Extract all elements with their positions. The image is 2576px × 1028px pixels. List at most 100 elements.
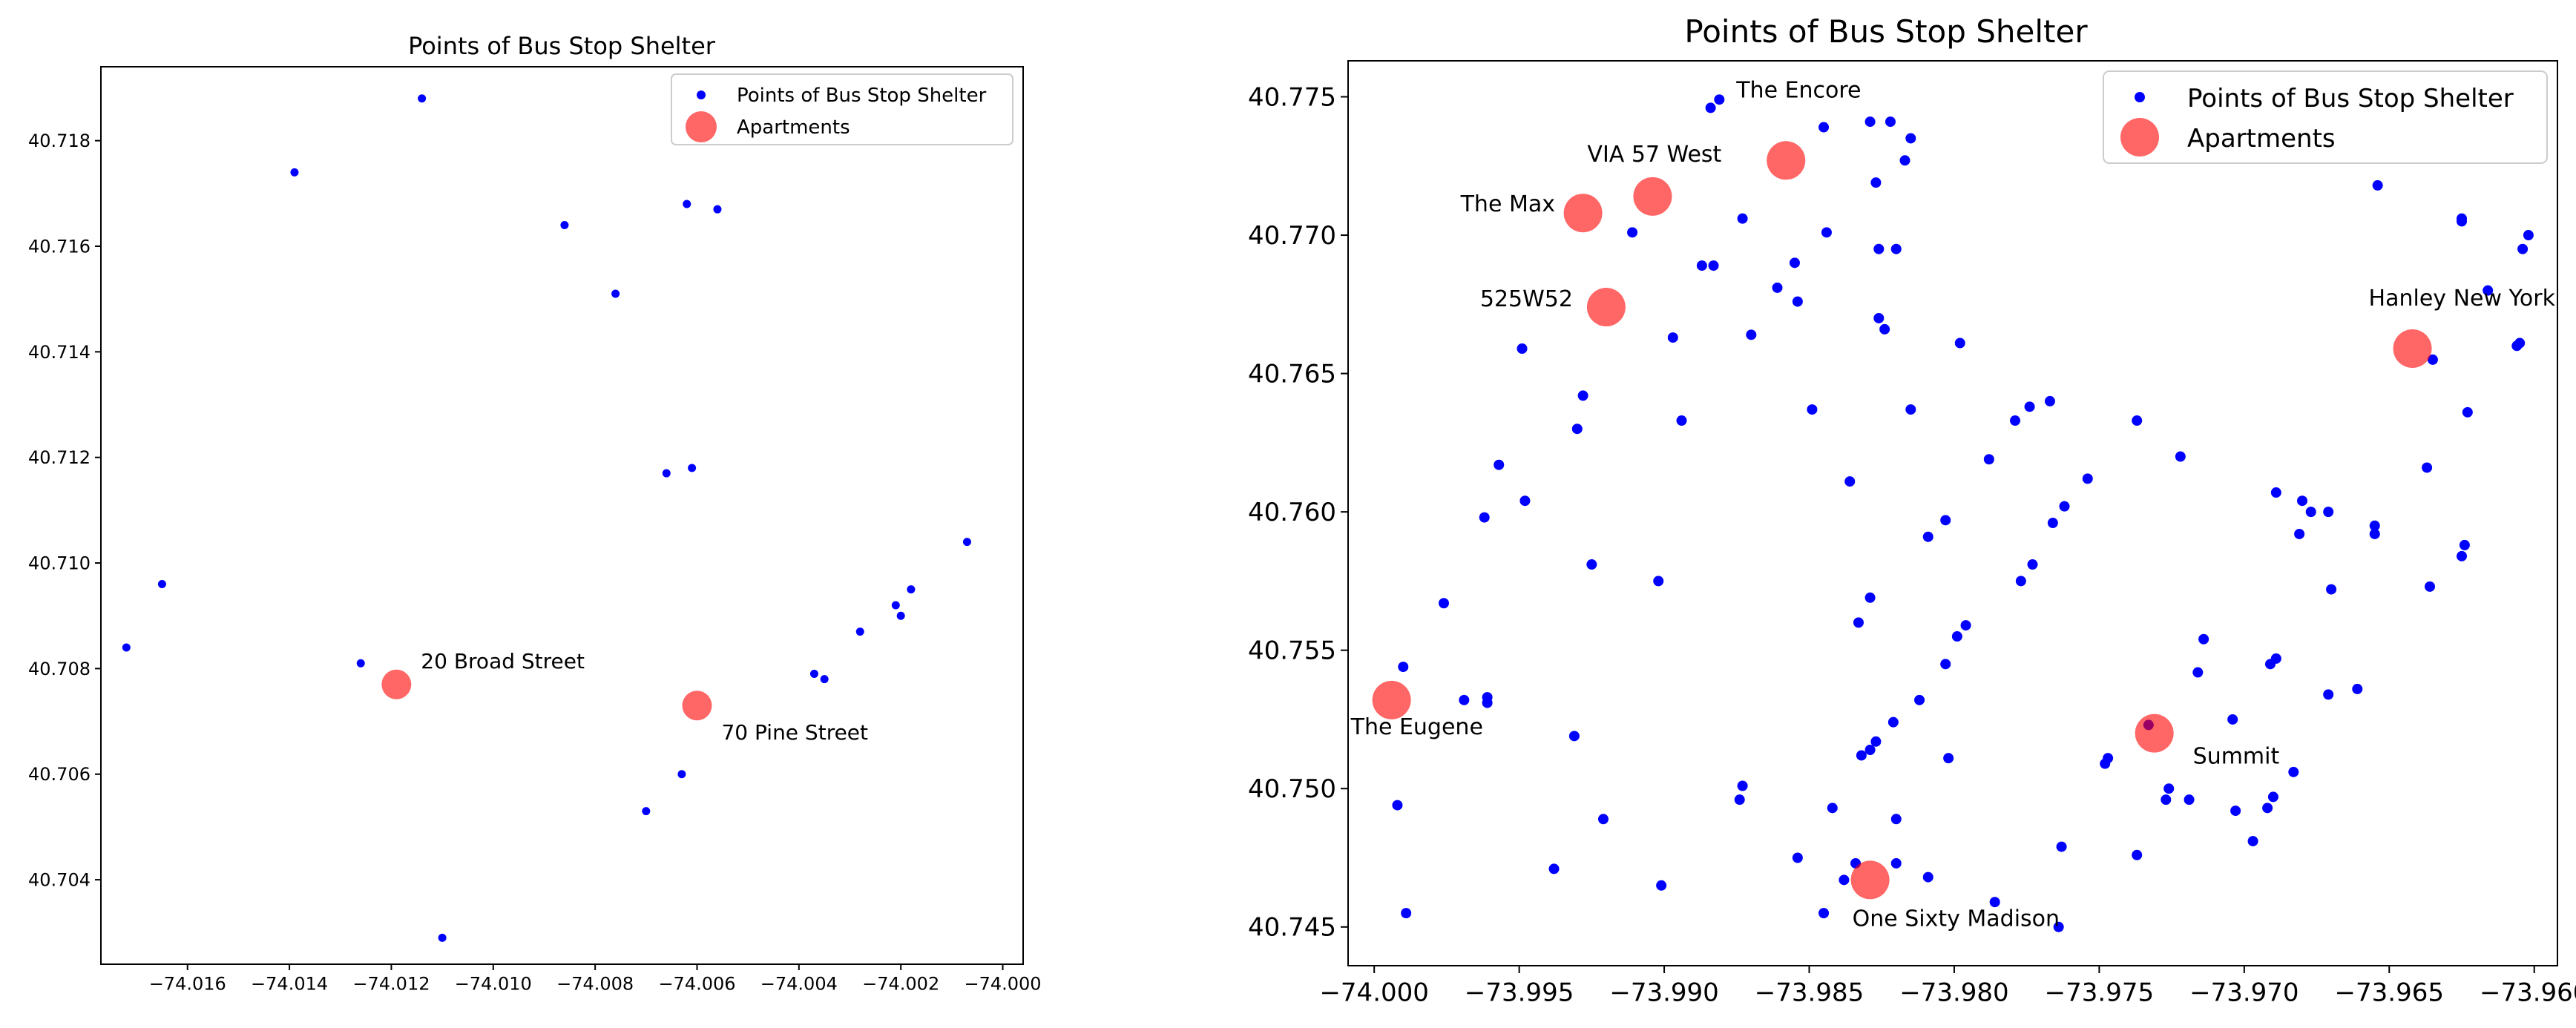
left-y-tick-label: 40.712 bbox=[28, 447, 91, 468]
right-shelter-point bbox=[1494, 459, 1505, 470]
left-points-layer: 20 Broad Street 70 Pine Street bbox=[122, 94, 971, 942]
right-x-tick-label: −73.960 bbox=[2480, 978, 2576, 1007]
left-legend: Points of Bus Stop Shelter Apartments bbox=[671, 73, 1013, 145]
left-legend-box bbox=[671, 73, 1013, 145]
right-shelter-point bbox=[2372, 179, 2383, 191]
right-shelter-point bbox=[2198, 633, 2209, 645]
left-apartment-label: 70 Pine Street bbox=[721, 720, 868, 745]
right-apartment-label: One Sixty Madison bbox=[1853, 906, 2060, 932]
right-shelter-point bbox=[2132, 849, 2143, 860]
right-shelter-point bbox=[1890, 857, 1902, 869]
right-shelter-point bbox=[2262, 803, 2273, 814]
left-x-tick-label: −74.008 bbox=[556, 973, 634, 994]
right-apartment-label: VIA 57 West bbox=[1587, 142, 1721, 168]
right-shelter-point bbox=[1586, 559, 1597, 570]
left-shelter-point bbox=[611, 289, 620, 298]
right-y-tick-label: 40.745 bbox=[1248, 913, 1336, 943]
right-apartment-point bbox=[1372, 680, 1411, 719]
right-shelter-point bbox=[2132, 415, 2143, 426]
right-shelter-point bbox=[2305, 507, 2316, 518]
right-shelter-point bbox=[1864, 744, 1876, 755]
right-shelter-point bbox=[2369, 520, 2380, 531]
left-shelter-point bbox=[642, 807, 651, 816]
right-shelter-point bbox=[1482, 697, 1493, 708]
right-shelter-point bbox=[1401, 908, 1412, 919]
right-shelter-point bbox=[1853, 617, 1864, 628]
right-shelter-point bbox=[2457, 216, 2468, 227]
right-apartment-point bbox=[1633, 177, 1672, 216]
right-y-tick-label: 40.760 bbox=[1248, 498, 1336, 527]
right-shelter-point bbox=[1818, 908, 1830, 919]
left-legend-label-apartments: Apartments bbox=[737, 116, 850, 139]
left-shelter-point bbox=[809, 670, 818, 679]
right-legend-label-apartments: Apartments bbox=[2187, 124, 2336, 154]
right-y-tick-label: 40.775 bbox=[1248, 82, 1336, 112]
right-shelter-point bbox=[1873, 243, 1885, 254]
right-shelter-point bbox=[2175, 451, 2186, 462]
right-legend-marker-apartments bbox=[2120, 118, 2159, 156]
right-shelter-point bbox=[2027, 559, 2038, 570]
left-shelter-point bbox=[713, 205, 722, 214]
left-x-tick-label: −74.002 bbox=[862, 973, 939, 994]
right-x-tick-label: −73.975 bbox=[2045, 978, 2154, 1007]
left-shelter-point bbox=[855, 627, 864, 636]
right-shelter-point bbox=[1856, 750, 1867, 761]
right-apartment-point bbox=[2135, 714, 2174, 753]
right-shelter-point bbox=[1943, 753, 1954, 764]
right-shelter-point bbox=[1577, 390, 1588, 401]
left-shelter-point bbox=[290, 168, 299, 177]
left-x-tick-label: −74.016 bbox=[149, 973, 226, 994]
left-apartment-label: 20 Broad Street bbox=[421, 649, 585, 673]
right-shelter-point bbox=[2427, 354, 2438, 365]
right-shelter-point bbox=[1676, 415, 1687, 426]
right-shelter-point bbox=[1960, 620, 1971, 631]
right-shelter-point bbox=[1656, 880, 1667, 891]
right-shelter-point bbox=[1708, 260, 1719, 271]
right-shelter-point bbox=[2288, 766, 2299, 777]
right-shelter-point bbox=[1734, 794, 1745, 805]
right-points-layer: The Encore VIA 57 West The Max 525W52 Hanley… bbox=[1350, 77, 2556, 932]
right-chart-title: Points of Bus Stop Shelter bbox=[1684, 13, 2088, 50]
left-plot-area bbox=[100, 66, 1024, 965]
right-shelter-point bbox=[1954, 337, 1965, 349]
right-shelter-point bbox=[1807, 404, 1818, 415]
right-shelter-point bbox=[1870, 177, 1882, 188]
right-legend-label-shelters: Points of Bus Stop Shelter bbox=[2187, 84, 2514, 113]
right-shelter-point bbox=[2323, 689, 2334, 700]
right-legend-box bbox=[2103, 70, 2548, 164]
right-apartment-point bbox=[1850, 860, 1890, 900]
left-shelter-point bbox=[962, 538, 971, 547]
right-shelter-point bbox=[1818, 122, 1830, 133]
right-shelter-point bbox=[1653, 576, 1664, 587]
right-shelter-point bbox=[2010, 415, 2021, 426]
right-shelter-point bbox=[2267, 791, 2278, 803]
right-shelter-point bbox=[2457, 550, 2468, 561]
left-shelter-point bbox=[560, 221, 569, 230]
right-shelter-point bbox=[2192, 667, 2204, 678]
left-legend-marker-shelters bbox=[697, 90, 706, 99]
right-shelter-point bbox=[1839, 874, 1850, 886]
left-shelter-point bbox=[356, 659, 365, 668]
left-y-axis: 40.704 40.706 40.708 40.710 40.712 40.714 40.7… bbox=[28, 131, 101, 891]
left-chart-panel: Points of Bus Stop Shelter −74.016 −74.01… bbox=[28, 32, 1042, 994]
right-shelter-point bbox=[2294, 528, 2305, 539]
right-shelter-point bbox=[2326, 584, 2337, 595]
left-x-tick-label: −74.006 bbox=[658, 973, 735, 994]
left-shelter-point bbox=[662, 469, 671, 478]
left-shelter-point bbox=[157, 580, 166, 589]
right-shelter-point bbox=[2483, 285, 2494, 296]
right-shelter-point bbox=[1989, 897, 2000, 908]
right-shelter-point bbox=[2024, 401, 2035, 412]
right-shelter-point bbox=[1864, 116, 1876, 128]
right-apartment-label: 525W52 bbox=[1480, 286, 1573, 312]
right-legend: Points of Bus Stop Shelter Apartments bbox=[2103, 70, 2548, 164]
left-x-tick-label: −74.012 bbox=[352, 973, 430, 994]
left-x-tick-label: −74.004 bbox=[760, 973, 838, 994]
right-shelter-point bbox=[1870, 736, 1882, 747]
left-y-tick-label: 40.714 bbox=[28, 342, 91, 363]
left-chart-title: Points of Bus Stop Shelter bbox=[408, 32, 716, 60]
left-shelter-point bbox=[907, 585, 916, 594]
left-legend-label-shelters: Points of Bus Stop Shelter bbox=[737, 85, 987, 107]
right-chart-panel: Points of Bus Stop Shelter −74.000 −73.99… bbox=[1248, 13, 2576, 1007]
right-shelter-point bbox=[1737, 780, 1748, 791]
